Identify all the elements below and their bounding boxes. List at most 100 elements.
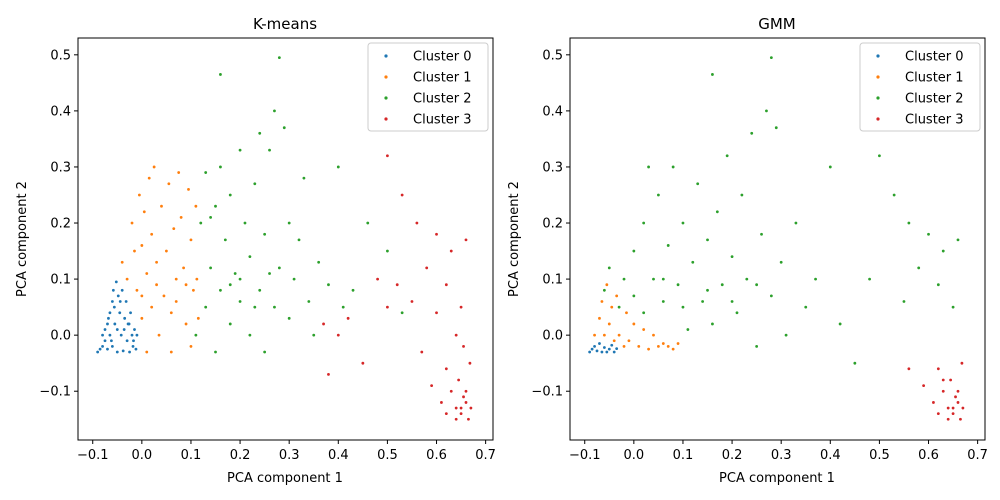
cluster-1-point <box>607 322 611 326</box>
y-tick-label: 0.0 <box>542 329 563 344</box>
cluster-1-point <box>174 277 178 281</box>
cluster-2-point <box>263 350 267 354</box>
y-ticks: −0.1 0.0 0.1 0.2 0.3 0.4 0.5 <box>531 48 570 400</box>
cluster-1-point <box>179 216 183 219</box>
cluster-0-point <box>123 316 127 320</box>
legend-marker <box>384 54 388 58</box>
cluster-2-point <box>219 288 222 292</box>
cluster-3-point <box>327 373 330 376</box>
cluster-0-point <box>588 350 592 354</box>
cluster-0-point <box>134 347 138 351</box>
y-tick-label: 0.1 <box>50 273 71 288</box>
cluster-0-point <box>610 343 614 347</box>
legend-label: Cluster 2 <box>905 92 964 107</box>
cluster-2-point <box>273 305 276 309</box>
cluster-3-point <box>322 322 325 326</box>
cluster-3-point <box>951 412 955 416</box>
x-tick-label: 0.3 <box>771 448 792 463</box>
cluster-2-point <box>917 266 921 270</box>
cluster-2-point <box>248 333 252 337</box>
cluster-2-point <box>755 344 759 348</box>
cluster-0-point <box>598 342 601 345</box>
cluster-3-point <box>454 417 458 421</box>
cluster-1-point <box>593 333 596 337</box>
cluster-0-point <box>128 350 131 354</box>
cluster-1-point <box>622 344 626 348</box>
cluster-2-point <box>268 272 271 275</box>
legend-marker <box>876 54 880 58</box>
cluster-2-point <box>784 333 788 337</box>
cluster-1-point <box>196 316 200 320</box>
cluster-2-point <box>706 238 709 242</box>
cluster-0-point <box>108 311 112 315</box>
cluster-2-point <box>312 333 316 337</box>
cluster-2-point <box>209 266 213 270</box>
y-tick-label: 0.0 <box>50 329 71 344</box>
cluster-3-point <box>464 389 468 393</box>
cluster-2-point <box>720 283 724 287</box>
cluster-2-point <box>607 266 611 270</box>
cluster-0-point <box>114 280 118 284</box>
cluster-1-point <box>189 238 193 242</box>
y-tick-label: 0.4 <box>542 104 563 119</box>
cluster-1-point <box>125 277 129 281</box>
cluster-1-point <box>671 347 675 351</box>
cluster-3-point <box>946 417 950 421</box>
cluster-2-point <box>336 165 340 169</box>
x-tick-label: 0.7 <box>967 448 988 463</box>
cluster-0-point <box>106 347 109 351</box>
y-tick-label: 0.2 <box>542 217 563 232</box>
cluster-1-point <box>137 193 141 197</box>
cluster-3-point <box>941 389 945 393</box>
cluster-2-point <box>661 300 665 303</box>
cluster-2-point <box>828 165 832 169</box>
cluster-1-point <box>666 344 670 348</box>
cluster-3-point <box>435 232 438 236</box>
x-tick-label: −0.1 <box>569 448 601 463</box>
cluster-3-point <box>444 367 448 371</box>
cluster-2-point <box>386 249 389 253</box>
cluster-1-point <box>152 165 156 169</box>
cluster-2-point <box>400 311 404 315</box>
x-tick-label: 0.7 <box>475 448 496 463</box>
cluster-2-point <box>838 322 842 326</box>
cluster-1-point <box>145 272 149 275</box>
cluster-0-point <box>615 347 619 351</box>
cluster-2-point <box>297 238 301 242</box>
cluster-2-point <box>642 311 646 315</box>
cluster-3-point <box>457 378 461 382</box>
cluster-1-point <box>598 316 601 320</box>
x-tick-label: 0.0 <box>624 448 645 463</box>
x-tick-label: 0.5 <box>377 448 398 463</box>
cluster-2-point <box>671 165 675 169</box>
cluster-2-point <box>686 328 690 331</box>
cluster-3-point <box>459 406 463 410</box>
chart-title: GMM <box>758 15 796 33</box>
cluster-1-point <box>625 311 628 315</box>
cluster-1-point <box>187 187 190 191</box>
y-tick-label: −0.1 <box>531 385 563 400</box>
y-axis-label: PCA component 2 <box>15 181 30 297</box>
cluster-2-point <box>652 277 655 281</box>
cluster-1-point <box>194 204 198 208</box>
cluster-0-point <box>101 333 104 337</box>
cluster-3-point <box>462 395 465 399</box>
cluster-2-point <box>228 193 232 197</box>
cluster-2-point <box>642 221 646 225</box>
cluster-2-point <box>253 305 257 309</box>
legend-marker <box>384 96 388 100</box>
cluster-3-point <box>459 305 463 309</box>
x-tick-label: 0.3 <box>279 448 300 463</box>
cluster-3-point <box>936 367 940 371</box>
cluster-2-point <box>902 300 906 303</box>
cluster-2-point <box>657 193 660 197</box>
cluster-3-point <box>410 300 414 303</box>
legend-label: Cluster 0 <box>413 50 472 65</box>
plot-frame <box>77 37 494 441</box>
cluster-3-point <box>386 305 389 309</box>
cluster-0-point <box>103 339 107 343</box>
cluster-3-point <box>907 367 911 371</box>
cluster-1-point <box>135 288 139 292</box>
y-tick-label: 0.3 <box>542 160 563 175</box>
legend-marker <box>384 75 388 79</box>
